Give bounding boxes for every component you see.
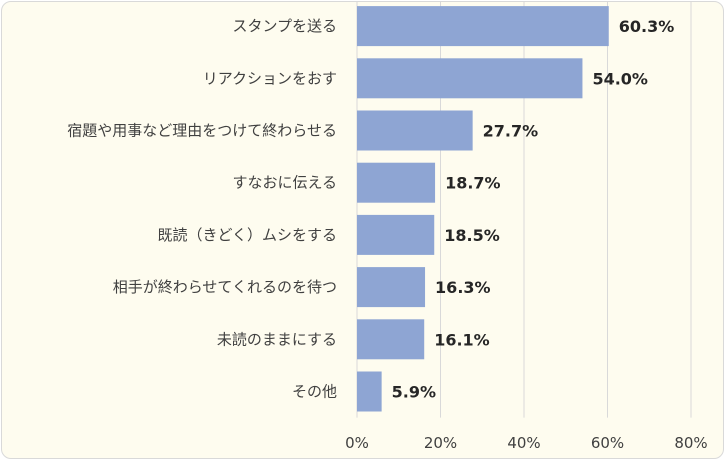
value-label: 18.7% <box>445 174 501 193</box>
x-axis-ticks: 0% 20% 40% 60% 80% <box>345 434 708 452</box>
bar <box>357 214 435 255</box>
bar <box>357 371 382 412</box>
bar <box>357 110 473 151</box>
category-label: 既読（きどく）ムシをする <box>157 226 337 244</box>
x-tick-label: 60% <box>591 434 624 452</box>
category-label: 宿題や用事など理由をつけて終わらせる <box>67 122 337 140</box>
bar <box>357 58 583 99</box>
value-label: 16.3% <box>435 278 491 297</box>
category-label: 相手が終わらせてくれるのを待つ <box>113 278 337 296</box>
bar <box>357 6 609 47</box>
category-label: すなおに伝える <box>232 174 337 192</box>
value-label: 60.3% <box>619 17 675 36</box>
bar <box>357 162 436 203</box>
value-label: 5.9% <box>392 383 436 402</box>
x-tick-label: 20% <box>424 434 457 452</box>
category-labels: スタンプを送るリアクションをおす宿題や用事など理由をつけて終わらせるすなおに伝え… <box>67 17 337 400</box>
category-label: スタンプを送る <box>232 17 337 35</box>
x-tick-label: 40% <box>507 434 540 452</box>
value-label: 27.7% <box>483 122 539 141</box>
category-label: 未読のままにする <box>217 330 337 348</box>
x-tick-label: 80% <box>674 434 707 452</box>
category-label: その他 <box>292 383 337 401</box>
x-tick-label: 0% <box>345 434 369 452</box>
category-label: リアクションをおす <box>203 69 337 87</box>
value-label: 16.1% <box>434 330 490 349</box>
bar <box>357 267 426 308</box>
value-labels: 60.3% 54.0% 27.7% 18.7% 18.5% 16.3% 16.1% 5.9% <box>392 17 675 401</box>
bars <box>357 6 609 412</box>
value-label: 18.5% <box>444 226 500 245</box>
bar <box>357 319 425 360</box>
value-label: 54.0% <box>592 69 648 88</box>
